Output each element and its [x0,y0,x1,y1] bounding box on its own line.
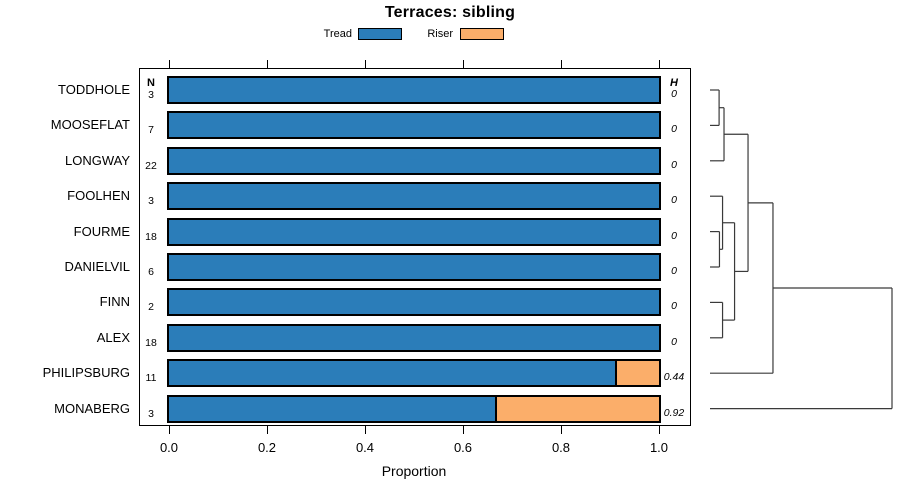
bar-segment-tread [169,325,659,350]
bar-segment-tread [169,184,659,209]
legend-swatch-tread [358,28,402,40]
tick-bottom [659,426,660,434]
h-value: 0.44 [663,371,685,384]
row-label-philipsburg: PHILIPSBURG [42,365,130,381]
legend-swatch-riser [460,28,504,40]
row-label-fourme: FOURME [73,223,130,239]
h-value: 0 [671,335,677,348]
row-label-alex: ALEX [96,329,130,345]
bar-segment-tread [169,148,659,173]
tick-bottom [169,426,170,434]
bar-segment-tread [169,78,659,102]
legend-label-riser: Riser [427,28,453,40]
tick-top [659,60,660,68]
bar-monaberg [167,394,661,423]
h-column-header: H [670,77,678,89]
tick-top [463,60,464,68]
h-value: 0 [671,194,677,207]
x-tick-label: 0.4 [355,440,375,455]
x-tick-label: 0.8 [551,440,571,455]
bar-segment-riser [614,361,659,386]
bar-finn [167,288,661,317]
bar-segment-tread [169,361,615,386]
bar-fourme [167,217,661,246]
row-label-monaberg: MONABERG [54,400,130,416]
tick-bottom [463,426,464,434]
tick-top [267,60,268,68]
tick-top [365,60,366,68]
n-value: 3 [148,89,154,101]
chart-title: Terraces: sibling [384,4,516,21]
row-label-mooseflat: MOOSEFLAT [50,117,130,133]
bar-alex [167,323,661,352]
x-axis-label: Proportion [381,463,447,479]
tick-bottom [267,426,268,434]
h-value: 0 [671,300,677,313]
bar-mooseflat [167,111,661,140]
bar-segment-tread [169,219,659,244]
n-value: 3 [148,195,154,208]
bar-segment-tread [169,255,659,279]
bar-segment-riser [494,396,659,421]
row-label-longway: LONGWAY [64,152,130,168]
bar-toddhole [167,76,661,104]
bar-segment-tread [169,290,659,315]
n-value: 2 [148,301,154,314]
plot-frame [139,68,691,426]
h-value: 0.92 [663,406,685,419]
row-label-finn: FINN [99,294,130,310]
row-label-foolhen: FOOLHEN [67,188,130,204]
bar-longway [167,146,661,175]
bar-segment-tread [169,113,659,138]
legend-label-tread: Tread [323,28,352,40]
h-value: 0 [671,88,677,100]
x-tick-label: 1.0 [649,440,669,455]
x-tick-label: 0.0 [159,440,179,455]
n-column-header: N [147,77,155,89]
row-label-danielvil: DANIELVIL [64,259,130,274]
n-value: 11 [145,372,157,385]
n-value: 6 [148,266,154,278]
row-label-toddhole: TODDHOLE [58,82,130,97]
h-value: 0 [671,123,677,136]
h-value: 0 [671,229,677,242]
h-value: 0 [671,158,677,171]
bar-foolhen [167,182,661,211]
h-value: 0 [671,265,677,277]
n-value: 18 [145,230,157,243]
bar-segment-tread [169,396,495,421]
bar-philipsburg [167,359,661,388]
n-value: 22 [145,159,157,172]
n-value: 3 [148,407,154,420]
tick-top [561,60,562,68]
x-tick-label: 0.2 [257,440,277,455]
x-tick-label: 0.6 [453,440,473,455]
n-value: 7 [148,124,154,137]
tick-bottom [365,426,366,434]
bar-danielvil [167,253,661,281]
tick-top [169,60,170,68]
n-value: 18 [145,336,157,349]
tick-bottom [561,426,562,434]
